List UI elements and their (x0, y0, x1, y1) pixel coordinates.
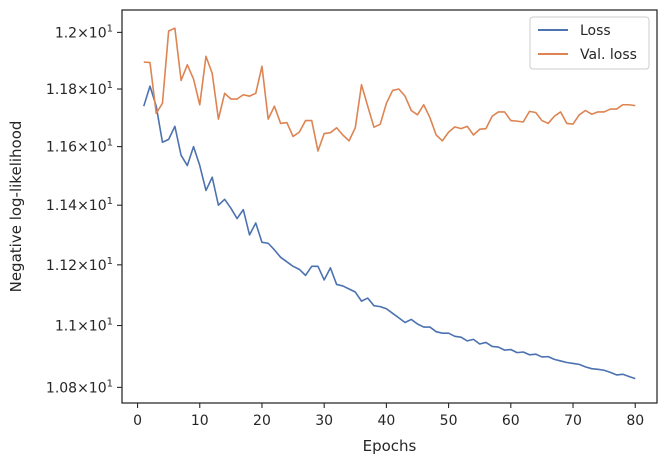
x-tick-label: 40 (377, 413, 395, 429)
y-axis-ticks: 1.08×101 1.1×101 1.12×101 1.14×101 1.16×101 1… (46, 23, 122, 396)
y-axis-label: Negative log-likelihood (7, 121, 25, 293)
series-layer (143, 27, 636, 380)
plot-area-frame (121, 9, 658, 404)
y-tick-label: 1.08×101 (46, 378, 113, 396)
x-tick-label: 0 (133, 413, 142, 429)
x-tick-label: 10 (191, 413, 209, 429)
legend: Loss Val. loss (529, 16, 650, 70)
y-tick-label: 1.16×101 (46, 138, 113, 156)
x-tick-label: 80 (626, 413, 644, 429)
legend-label-loss: Loss (580, 23, 611, 39)
y-tick-label: 1.2×101 (55, 23, 113, 41)
series-line-val-loss (143, 27, 636, 152)
series-line-loss (143, 85, 636, 380)
x-tick-label: 30 (315, 413, 333, 429)
x-tick-label: 60 (502, 413, 520, 429)
y-tick-label: 1.12×101 (46, 256, 113, 274)
x-axis-ticks: 0 10 20 30 40 50 60 70 80 (133, 403, 644, 429)
x-tick-label: 70 (564, 413, 582, 429)
x-tick-label: 20 (253, 413, 271, 429)
x-axis-label: Epochs (363, 437, 417, 455)
x-tick-label: 50 (440, 413, 458, 429)
y-tick-label: 1.18×101 (46, 80, 113, 98)
legend-label-val-loss: Val. loss (580, 47, 637, 63)
y-tick-label: 1.14×101 (46, 196, 113, 214)
y-tick-label: 1.1×101 (55, 317, 113, 335)
